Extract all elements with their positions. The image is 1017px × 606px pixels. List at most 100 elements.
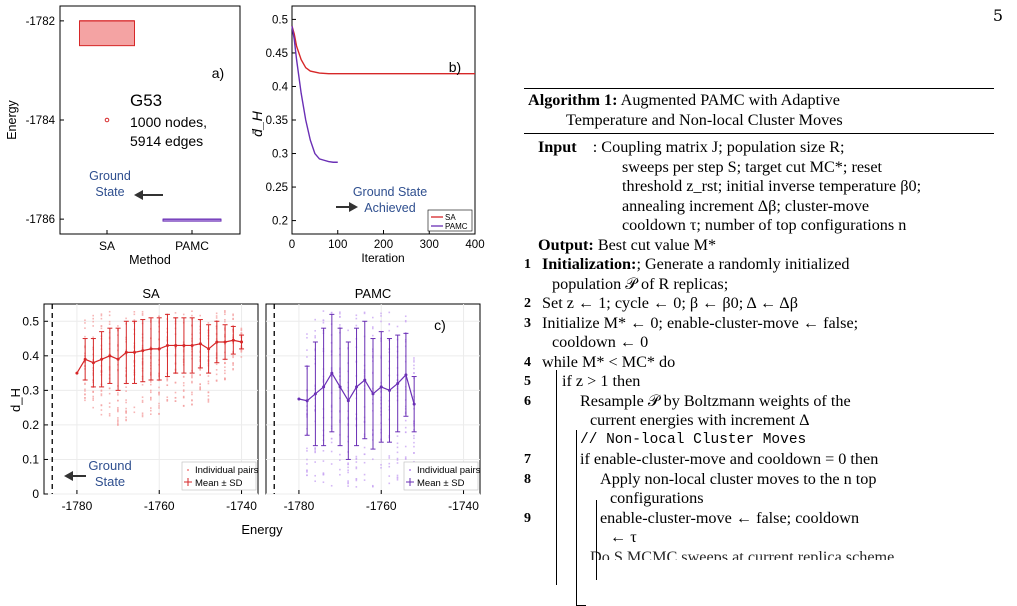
mean-point [75, 371, 79, 375]
achieved-arrow-head [349, 202, 358, 212]
algorithm-step-8: 6 Resample 𝒫 by Boltzmann weights of the [524, 392, 994, 412]
scatter-point [372, 327, 374, 330]
scatter-point [347, 480, 349, 482]
scatter-point [404, 419, 407, 422]
input-line-2: sweeps per step S; target cut MC*; reset [622, 157, 882, 176]
algorithm-step-1: 1 Initialization:; Generate a randomly in… [524, 255, 994, 275]
x-tick-label: -1760 [144, 499, 175, 513]
algorithm-step-4: 3 Initialize M* ← 0; enable-cluster-move … [524, 314, 994, 334]
x-tick-label: 400 [465, 239, 484, 251]
mean-point [371, 392, 375, 396]
line-number: 9 [524, 510, 531, 526]
mean-point [223, 340, 227, 344]
scatter-point [396, 474, 399, 477]
mean-point [165, 343, 169, 347]
scatter-point [388, 455, 391, 457]
scatter-point [117, 392, 119, 394]
scatter-point [92, 325, 94, 327]
scatter-point [347, 481, 349, 484]
scatter-point [404, 319, 407, 322]
scatter-point [380, 312, 382, 315]
scatter-point [339, 326, 341, 329]
y-axis-label: d_H [8, 388, 23, 412]
algorithm-header: Algorithm 1: Augmented PAMC with Adaptiv… [524, 89, 994, 133]
scatter-point [133, 311, 136, 313]
scatter-point [388, 475, 391, 477]
scatter-point [207, 322, 210, 324]
scatter-point [174, 397, 177, 399]
scatter-point [150, 407, 152, 409]
algorithm-step-14: 9 enable-cluster-move ← false; cooldown [524, 509, 994, 529]
output-text: Best cut value M* [597, 235, 717, 254]
scatter-point [92, 399, 94, 401]
scatter-point [330, 463, 333, 465]
scatter-point [339, 473, 341, 476]
scatter-point [199, 387, 201, 389]
scatter-point [363, 453, 366, 456]
scatter-point [240, 351, 243, 353]
scatter-point [224, 310, 226, 312]
scatter-point [199, 383, 201, 385]
algorithm-top-rule [524, 88, 994, 89]
step-text: cooldown ← 0 [552, 333, 649, 351]
scatter-point [240, 328, 243, 331]
scatter-point [100, 413, 103, 416]
step-text: // Non-local Cluster Moves [580, 431, 807, 448]
algorithm-title: Augmented PAMC with Adaptive [620, 91, 840, 109]
scatter-point [224, 318, 226, 321]
scatter-point [117, 409, 119, 412]
y-tick-label: 0.4 [22, 349, 39, 363]
scatter-point [372, 485, 374, 488]
scatter-point [166, 384, 169, 387]
scatter-point [322, 472, 325, 474]
mean-point [190, 343, 194, 347]
scatter-point [150, 383, 152, 386]
scatter-point [322, 450, 325, 452]
scatter-point [207, 375, 210, 377]
scatter-point [232, 314, 234, 317]
scatter-point [380, 467, 382, 469]
scatter-point [199, 369, 201, 371]
algorithm-steps: 1 Initialization:; Generate a randomly in… [524, 255, 994, 606]
algorithm-step-13: configurations [524, 489, 994, 509]
scatter-point [330, 450, 333, 453]
scatter-point [166, 396, 169, 399]
scatter-point [125, 418, 127, 421]
scatter-point [108, 320, 111, 323]
scatter-point [125, 410, 127, 413]
mean-point [215, 340, 219, 344]
scatter-point [339, 312, 341, 315]
page-number: 5 [992, 6, 1003, 25]
scatter-point [191, 403, 193, 406]
scatter-point [314, 480, 316, 483]
input-line-1: Coupling matrix J; population size R; [601, 138, 845, 156]
scatter-point [396, 476, 399, 479]
algorithm-box: Algorithm 1: Augmented PAMC with Adaptiv… [524, 88, 994, 606]
scatter-point [117, 422, 119, 424]
x-axis-label: Iteration [361, 251, 404, 265]
algorithm-header-rule [524, 133, 994, 134]
algorithm-step-16: Do S MCMC sweeps at current replica sche… [524, 548, 994, 560]
scatter-point [150, 413, 152, 415]
scatter-point [339, 315, 341, 318]
achieved-label: Achieved [364, 201, 415, 215]
scatter-point [191, 380, 193, 383]
scatter-point [322, 310, 325, 312]
scatter-point [232, 368, 234, 371]
line-number: 7 [524, 452, 531, 467]
scatter-point [306, 447, 308, 450]
scatter-point [125, 317, 127, 320]
scatter-point [100, 313, 103, 315]
scatter-point [413, 434, 415, 437]
scatter-point [174, 400, 177, 402]
step-keyword: Initialization: [542, 255, 637, 273]
y-tick-label: -1786 [26, 214, 55, 226]
scatter-point [232, 367, 234, 370]
y-tick-label: 0.25 [266, 182, 288, 194]
panel-a-label: a) [212, 65, 224, 81]
y-tick-label: -1784 [26, 115, 56, 127]
step-text: Set z ← 1; cycle ← 0; β ← β0; Δ ← Δβ [542, 294, 798, 312]
mean-point [157, 347, 161, 351]
scatter-point [108, 414, 111, 417]
mean-point [174, 343, 178, 347]
